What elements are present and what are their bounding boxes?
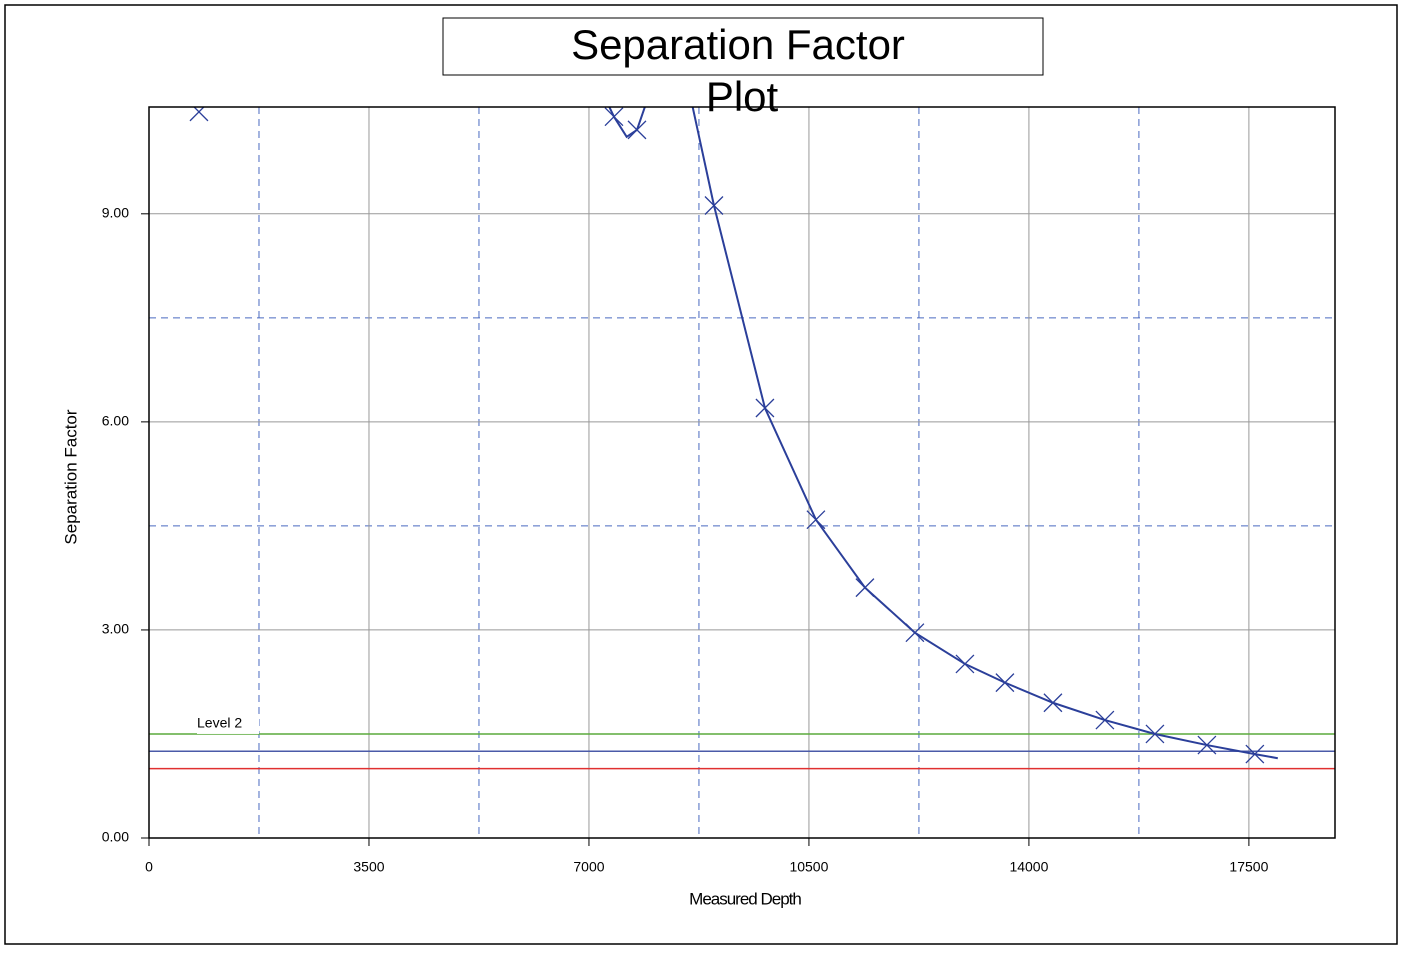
marker — [604, 107, 624, 127]
y-axis-label: Separation Factor — [61, 409, 80, 544]
marker — [806, 510, 826, 530]
x-tick-label: 10500 — [789, 859, 828, 875]
marker — [755, 398, 775, 418]
marker — [855, 578, 875, 598]
reference-label-box — [197, 713, 259, 734]
curve — [608, 107, 1278, 760]
marker — [955, 654, 975, 674]
x-tick-label: 3500 — [353, 859, 384, 875]
marker — [627, 120, 647, 140]
plot-border — [148, 106, 1336, 839]
y-tick-label: 6.00 — [102, 413, 129, 429]
x-tick-label: 17500 — [1229, 859, 1268, 875]
marker — [1145, 724, 1165, 744]
marker — [905, 623, 925, 643]
frame — [4, 4, 1398, 945]
y-tick-label: 0.00 — [102, 829, 129, 845]
x-tick-label: 7000 — [573, 859, 604, 875]
chart-title-line2: Plot — [706, 73, 779, 120]
series — [189, 107, 1278, 764]
marker — [1043, 693, 1063, 713]
marker — [1197, 735, 1217, 755]
marker — [1245, 744, 1265, 764]
chart-title: Separation Factor — [571, 21, 905, 68]
marker — [1095, 710, 1115, 730]
reference-label: Level 2 — [197, 715, 242, 731]
marker — [995, 673, 1015, 693]
y-tick-label: 3.00 — [102, 621, 129, 637]
marker — [189, 107, 209, 122]
marker — [704, 196, 724, 215]
x-tick-label: 0 — [145, 859, 153, 875]
y-tick-label: 9.00 — [102, 205, 129, 221]
title-box — [442, 17, 1044, 76]
x-tick-label: 14000 — [1009, 859, 1048, 875]
x-axis-label: Measured Depth — [689, 889, 801, 908]
